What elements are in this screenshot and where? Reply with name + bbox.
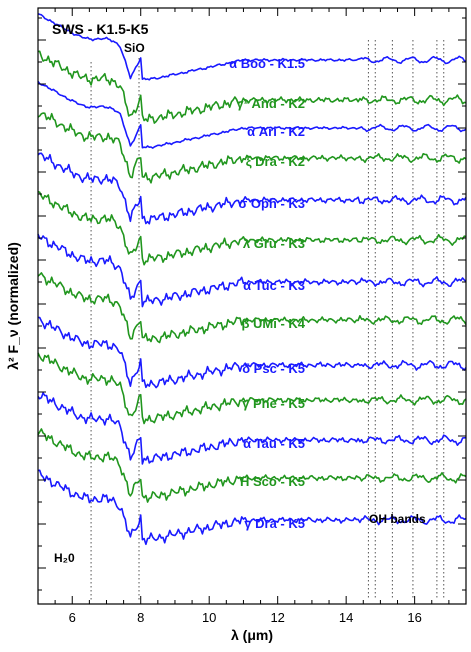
series-labels: α Boo - K1.5 γ¹ And - K2 α Ari - K2 ξ Dra -… — [229, 56, 306, 531]
series-label-0: α Boo - K1.5 — [229, 56, 305, 71]
spectrum-line-9 — [37, 352, 467, 425]
x-tick-label-16: 16 — [407, 610, 421, 625]
feature-label-oh-bands: OH bands — [369, 512, 426, 526]
x-tick-label-12: 12 — [270, 610, 284, 625]
spectrum-line-6 — [37, 233, 467, 308]
series-label-2: α Ari - K2 — [247, 124, 305, 139]
spectrum-line-8 — [37, 316, 467, 389]
series-label-1: γ¹ And - K2 — [236, 96, 305, 111]
x-tick-label-6: 6 — [69, 610, 76, 625]
spectrum-line-10 — [37, 392, 467, 465]
spectrum-line-11 — [37, 428, 467, 503]
series-label-4: σ Oph - K3 — [238, 196, 305, 211]
plot-frame — [37, 7, 467, 605]
x-axis-label: λ (μm) — [231, 627, 273, 643]
series-label-7: β UMi - K4 — [241, 316, 305, 331]
spectrum-line-5 — [37, 190, 467, 266]
series-label-3: ξ Dra - K2 — [246, 154, 305, 169]
series-label-12: γ Dra - K5 — [244, 516, 305, 531]
feature-label-sio: SiO — [124, 41, 145, 55]
series-label-8: δ Psc - K5 — [242, 361, 305, 376]
spectrum-line-0 — [37, 13, 467, 81]
y-axis-label: λ² F_ν (normalized) — [5, 242, 21, 370]
series-label-11: H Sco - K5 — [240, 474, 305, 489]
series-label-6: α Tuc - K3 — [243, 278, 305, 293]
x-tick-label-8: 8 — [137, 610, 144, 625]
x-tick-label-10: 10 — [202, 610, 216, 625]
x-tick-label-14: 14 — [339, 610, 353, 625]
series-label-9: γ Phe - K5 — [242, 396, 305, 411]
spectrum-line-3 — [37, 112, 467, 184]
spectrum-line-4 — [37, 152, 467, 225]
spectrum-line-12 — [37, 469, 467, 546]
series-label-10: α Tau - K5 — [243, 436, 305, 451]
spectrum-line-7 — [37, 272, 467, 344]
feature-label-h2o: H₂0 — [54, 551, 75, 565]
chart-title: SWS - K1.5-K5 — [52, 21, 149, 37]
spectrum-line-1 — [37, 50, 467, 124]
axis-ticks: 6 8 10 12 14 16 — [38, 8, 466, 625]
series-label-5: λ Gru - K3 — [243, 236, 305, 251]
spectrum-line-2 — [37, 80, 467, 149]
spectra-series — [37, 13, 467, 546]
